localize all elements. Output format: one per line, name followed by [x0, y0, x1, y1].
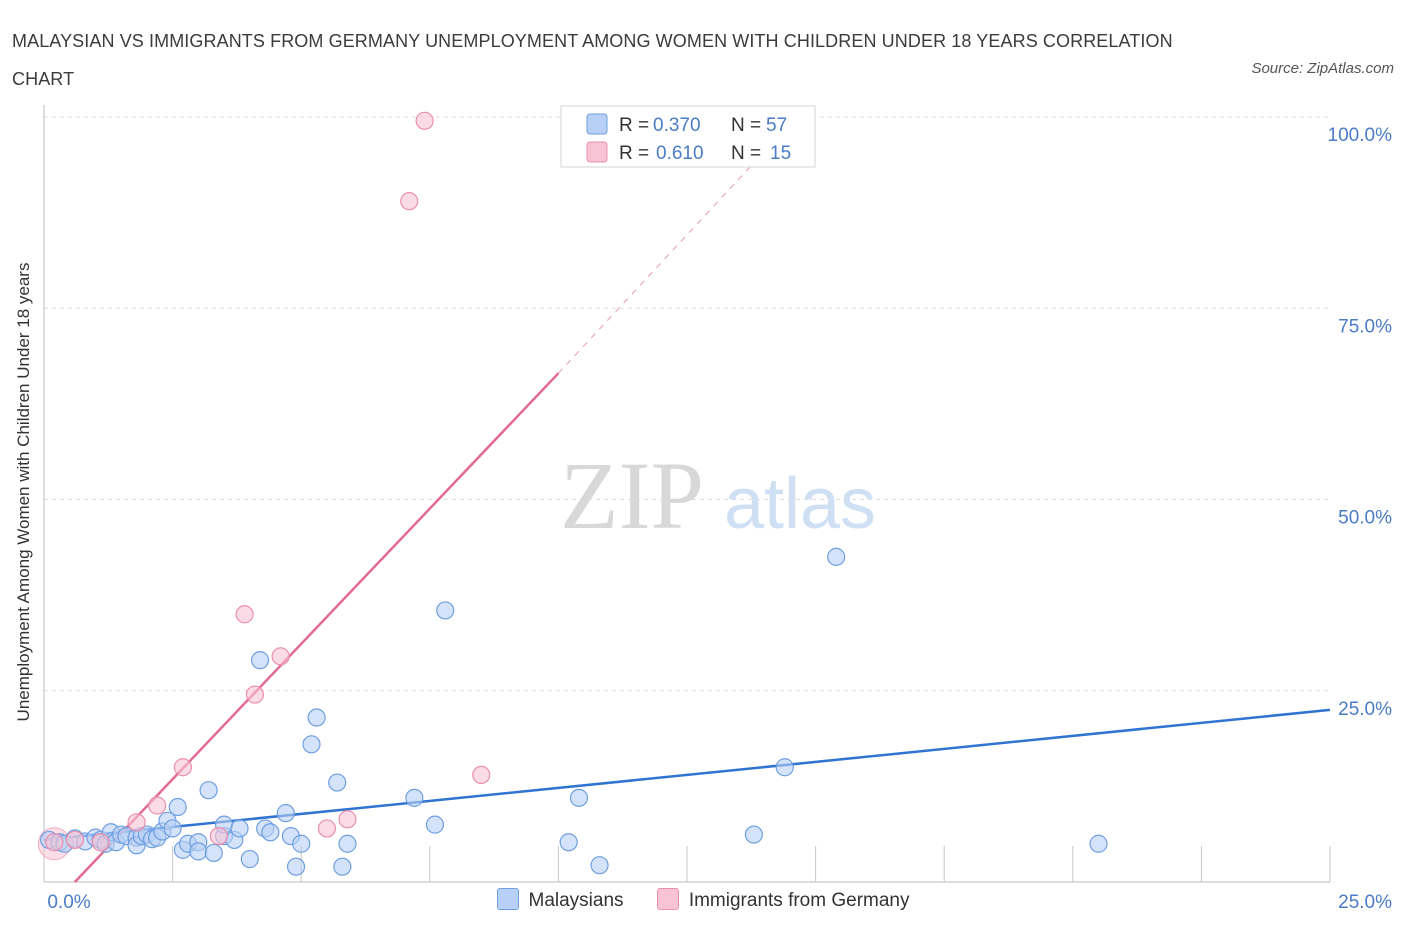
- point-malaysians-47: [436, 601, 455, 620]
- point-germany-1: [65, 830, 84, 850]
- watermark-atlas: atlas: [724, 464, 876, 544]
- legend-item-germany[interactable]: Immigrants from Germany: [656, 888, 910, 912]
- point-malaysians-40: [302, 735, 321, 754]
- watermark-zip: ZIP: [560, 442, 704, 549]
- grid: [44, 116, 1330, 692]
- point-malaysians-46: [425, 815, 445, 834]
- point-germany-4: [148, 796, 167, 815]
- point-malaysians-48: [559, 833, 578, 852]
- x-tick-label-1: 25.0%: [1338, 892, 1392, 913]
- point-malaysians-49: [569, 788, 589, 807]
- point-germany-5: [173, 758, 192, 777]
- point-germany-6: [209, 826, 228, 846]
- legend-label-germany: Immigrants from Germany: [688, 890, 910, 911]
- tick-labels: 25.0% 50.0% 75.0% 100.0% 0.0% 25.0%: [47, 125, 1392, 913]
- point-malaysians-45: [405, 788, 424, 807]
- point-germany-3: [127, 813, 146, 832]
- stats-n-value-2: 15: [770, 143, 791, 164]
- y-tick-label-1: 50.0%: [1338, 508, 1392, 529]
- point-malaysians-32: [240, 849, 259, 869]
- point-germany-2: [91, 833, 110, 852]
- point-malaysians-53: [827, 547, 846, 566]
- point-malaysians-54: [1089, 834, 1108, 853]
- stats-r-label-1: R =: [619, 115, 649, 136]
- point-malaysians-20: [163, 819, 182, 838]
- legend-label-malaysians: Malaysians: [528, 890, 624, 911]
- point-malaysians-52: [775, 758, 794, 777]
- point-malaysians-42: [328, 773, 347, 792]
- point-malaysians-25: [189, 842, 208, 861]
- stats-legend: R = 0.370 N = 57 R = 0.610 N = 15: [560, 105, 816, 168]
- x-tick-label-0: 0.0%: [47, 892, 90, 913]
- legend-swatch-germany: [656, 888, 679, 910]
- series-legend: Malaysians Immigrants from Germany: [0, 888, 1406, 912]
- point-germany-8: [245, 685, 265, 704]
- stats-swatch-germany: [586, 141, 608, 163]
- y-tick-label-0: 25.0%: [1338, 699, 1392, 720]
- source-label: Source: ZipAtlas.com: [1251, 60, 1394, 77]
- stats-r-label-2: R =: [619, 143, 649, 164]
- trend-line-germany: [73, 372, 560, 883]
- trend-line-germany-extension: [557, 162, 755, 374]
- point-malaysians-35: [261, 823, 280, 842]
- trend-line-malaysians: [43, 708, 1331, 842]
- point-malaysians-27: [204, 843, 223, 863]
- legend-item-malaysians[interactable]: Malaysians: [496, 888, 624, 912]
- point-germany-10: [317, 819, 337, 838]
- point-malaysians-38: [286, 857, 306, 876]
- point-malaysians-21: [168, 797, 187, 817]
- data-points: [37, 111, 1108, 876]
- point-malaysians-31: [230, 819, 249, 838]
- watermark: ZIP atlas: [560, 442, 876, 549]
- point-malaysians-51: [744, 825, 763, 844]
- point-germany-11: [338, 810, 357, 829]
- stats-n-label-1: N =: [731, 115, 761, 136]
- y-axis-label: Unemployment Among Women with Children U…: [14, 262, 33, 722]
- point-malaysians-36: [276, 804, 295, 823]
- stats-n-label-2: N =: [731, 143, 761, 164]
- stats-r-value-1: 0.370: [653, 115, 701, 136]
- point-germany-0: [45, 833, 64, 852]
- point-malaysians-41: [307, 708, 326, 727]
- point-malaysians-50: [590, 856, 609, 875]
- point-germany-9: [271, 647, 290, 666]
- point-germany-14: [472, 765, 491, 785]
- point-malaysians-33: [250, 651, 270, 670]
- point-malaysians-44: [338, 834, 357, 853]
- point-germany-7: [235, 605, 254, 624]
- point-germany-12: [400, 192, 419, 211]
- point-germany-13: [415, 111, 434, 130]
- point-malaysians-43: [333, 857, 352, 876]
- legend-swatch-malaysians: [496, 888, 519, 910]
- point-malaysians-26: [199, 781, 218, 800]
- chart-title: MALAYSIAN VS IMMIGRANTS FROM GERMANY UNE…: [12, 31, 1173, 89]
- point-malaysians-39: [292, 834, 311, 853]
- y-tick-label-2: 75.0%: [1338, 316, 1392, 337]
- stats-r-value-2: 0.610: [656, 143, 704, 164]
- stats-n-value-1: 57: [766, 115, 787, 136]
- y-tick-label-3: 100.0%: [1328, 125, 1393, 146]
- stats-swatch-malaysians: [586, 113, 608, 135]
